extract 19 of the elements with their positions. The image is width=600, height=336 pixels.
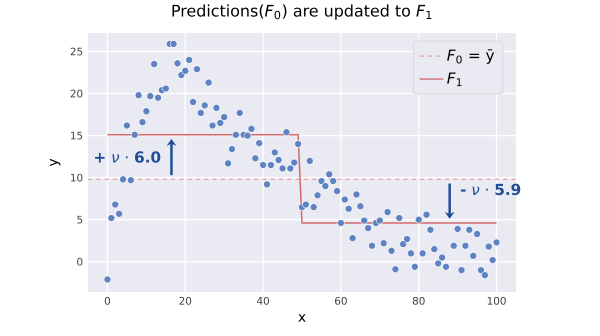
legend-label: F$_{0}$ = ȳ — [447, 49, 494, 64]
y-tick-label: 10 — [71, 174, 82, 182]
x-tick-label: 80 — [412, 296, 425, 305]
y-axis-title: y — [50, 158, 60, 166]
y-tick-label: 0 — [77, 258, 82, 266]
x-tick-label: 60 — [335, 296, 347, 305]
annotation: + ν · 6.0 — [95, 151, 160, 163]
y-tick-label: 25 — [70, 48, 82, 56]
legend-label: F$_{1}$ — [447, 72, 462, 86]
y-tick-label: 5 — [77, 216, 82, 224]
y-tick-label: 20 — [70, 90, 82, 98]
x-tick-label: 20 — [179, 296, 192, 305]
x-tick-label: 40 — [256, 296, 269, 305]
chart-title: Predictions(F$_{0}$) are updated to F$_{1}$ — [172, 4, 432, 20]
x-axis-title: x — [298, 314, 306, 322]
y-tick-label: 15 — [71, 132, 82, 140]
annotation: - ν · 5.9 — [460, 184, 520, 196]
x-tick-label: 100 — [488, 296, 506, 305]
x-tick-label: 0 — [104, 296, 110, 305]
